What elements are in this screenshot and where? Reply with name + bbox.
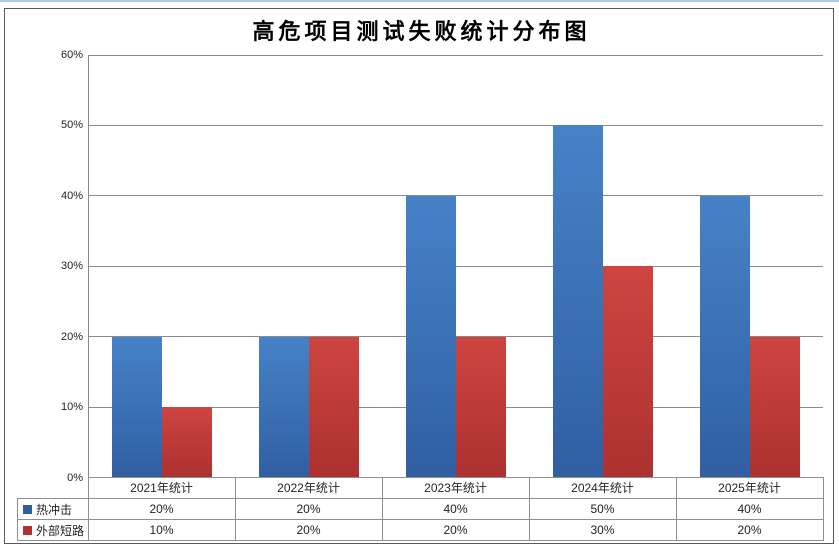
y-axis-line — [87, 55, 89, 478]
y-tick-label: 40% — [60, 189, 83, 202]
category-header-cell: 2023年统计 — [381, 477, 530, 499]
bar-外部短路-2021年统计 — [161, 407, 212, 478]
bar-热冲击-2025年统计 — [699, 195, 750, 478]
y-tick-label: 50% — [60, 119, 83, 132]
legend-cell-热冲击: 热冲击 — [17, 498, 89, 520]
bar-热冲击-2022年统计 — [258, 336, 309, 478]
bar-外部短路-2022年统计 — [308, 336, 359, 478]
y-tick-label: 20% — [60, 330, 83, 343]
legend-swatch-热冲击 — [23, 504, 32, 514]
bar-外部短路-2024年统计 — [602, 266, 653, 478]
legend-swatch-外部短路 — [23, 525, 32, 535]
category-header-cell: 2021年统计 — [87, 477, 236, 499]
bar-热冲击-2024年统计 — [552, 125, 603, 478]
gridline-40% — [88, 195, 823, 197]
gridline-60% — [88, 54, 823, 56]
legend-label: 外部短路 — [36, 523, 85, 538]
value-cell-热冲击-2023年统计: 40% — [381, 498, 530, 520]
y-tick-label: 10% — [60, 401, 83, 414]
y-tick-label: 30% — [60, 260, 83, 273]
value-cell-外部短路-2022年统计: 20% — [234, 519, 383, 541]
bar-外部短路-2025年统计 — [749, 336, 800, 478]
bar-热冲击-2021年统计 — [111, 336, 162, 478]
gridline-50% — [88, 124, 823, 126]
y-tick-label: 0% — [67, 471, 83, 484]
category-header-cell: 2025年统计 — [675, 477, 824, 499]
chart-title: 高危项目测试失败统计分布图 — [252, 19, 591, 44]
category-header-cell: 2024年统计 — [528, 477, 677, 499]
category-header-cell: 2022年统计 — [234, 477, 383, 499]
value-cell-外部短路-2021年统计: 10% — [87, 519, 236, 541]
legend-cell-外部短路: 外部短路 — [17, 519, 89, 541]
bar-热冲击-2023年统计 — [405, 195, 456, 478]
value-cell-热冲击-2021年统计: 20% — [87, 498, 236, 520]
value-cell-外部短路-2023年统计: 20% — [381, 519, 530, 541]
value-cell-外部短路-2025年统计: 20% — [675, 519, 824, 541]
y-tick-label: 60% — [60, 49, 83, 61]
legend-label: 热冲击 — [36, 502, 73, 517]
value-cell-热冲击-2025年统计: 40% — [675, 498, 824, 520]
value-cell-外部短路-2024年统计: 30% — [528, 519, 677, 541]
bar-外部短路-2023年统计 — [455, 336, 506, 478]
gridline-30% — [88, 265, 823, 267]
value-cell-热冲击-2022年统计: 20% — [234, 498, 383, 520]
value-cell-热冲击-2024年统计: 50% — [528, 498, 677, 520]
top-edge-line — [0, 0, 839, 2]
